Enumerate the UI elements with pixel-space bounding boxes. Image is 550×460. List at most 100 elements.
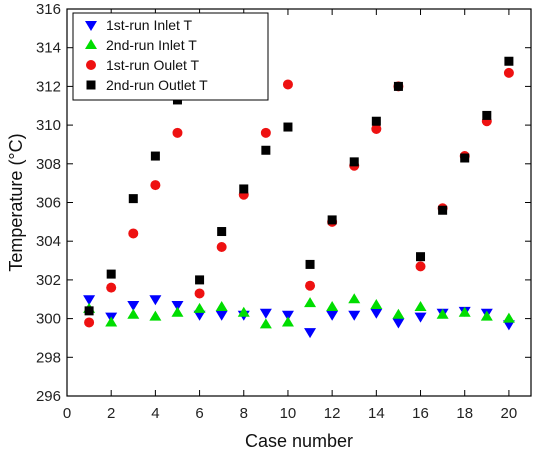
data-point bbox=[326, 310, 339, 321]
data-point bbox=[304, 297, 317, 308]
data-point bbox=[84, 317, 95, 328]
y-axis-title: Temperature (°C) bbox=[6, 133, 26, 271]
data-point bbox=[128, 228, 139, 239]
legend-label-1: 1st-run Inlet T bbox=[106, 17, 193, 33]
data-point bbox=[305, 259, 315, 269]
data-point bbox=[259, 318, 272, 329]
data-point bbox=[371, 116, 381, 126]
data-point bbox=[370, 308, 383, 319]
data-point bbox=[83, 295, 96, 306]
data-point bbox=[504, 56, 514, 66]
data-point bbox=[305, 280, 316, 291]
data-point bbox=[502, 312, 515, 323]
data-point bbox=[326, 300, 339, 311]
data-point bbox=[503, 67, 514, 78]
y-tick-label: 316 bbox=[36, 1, 61, 18]
data-point bbox=[127, 301, 140, 312]
x-tick-label: 18 bbox=[456, 405, 473, 422]
x-tick-label: 8 bbox=[240, 405, 248, 422]
data-point bbox=[416, 252, 426, 262]
legend-label-2: 2nd-run Inlet T bbox=[106, 37, 197, 53]
data-point bbox=[215, 310, 228, 321]
data-point bbox=[193, 310, 206, 321]
data-point bbox=[392, 318, 405, 329]
data-point bbox=[150, 180, 161, 191]
y-tick-label: 306 bbox=[36, 195, 61, 212]
data-point bbox=[414, 300, 427, 311]
data-point bbox=[149, 310, 162, 321]
data-point bbox=[371, 123, 382, 134]
y-tick-label: 304 bbox=[36, 233, 61, 250]
data-point bbox=[194, 288, 205, 299]
x-axis-title: Case number bbox=[245, 431, 353, 451]
legend-marker-2 bbox=[85, 39, 97, 49]
data-point bbox=[327, 215, 337, 225]
legend-entry-3: 1st-run Oulet T bbox=[86, 57, 200, 73]
data-point bbox=[349, 157, 359, 167]
data-point bbox=[216, 242, 227, 253]
data-point bbox=[260, 127, 271, 138]
data-point bbox=[370, 299, 383, 310]
data-point bbox=[281, 310, 294, 321]
data-point bbox=[480, 310, 493, 321]
legend-label-4: 2nd-run Outlet T bbox=[106, 77, 208, 93]
data-point bbox=[172, 127, 183, 138]
data-point bbox=[106, 269, 116, 279]
data-point bbox=[171, 301, 184, 312]
legend-marker bbox=[86, 60, 96, 70]
legend-label-3: 1st-run Oulet T bbox=[106, 57, 200, 73]
data-point bbox=[106, 282, 117, 293]
data-point bbox=[502, 320, 515, 331]
legend-marker bbox=[86, 80, 96, 90]
x-tick-label: 12 bbox=[324, 405, 341, 422]
y-axis-ticks: 296 298 300 302 304 306 308 310 312 314 316 bbox=[36, 1, 531, 405]
data-point bbox=[105, 316, 118, 327]
y-tick-label: 308 bbox=[36, 156, 61, 173]
legend-box bbox=[72, 12, 269, 101]
data-point bbox=[193, 302, 206, 313]
data-point bbox=[348, 293, 361, 304]
data-point bbox=[438, 205, 448, 215]
series-3 bbox=[84, 67, 514, 328]
y-tick-label: 314 bbox=[36, 40, 61, 57]
x-tick-label: 20 bbox=[501, 405, 518, 422]
y-tick-label: 298 bbox=[36, 349, 61, 366]
data-point bbox=[84, 306, 94, 316]
legend-entry-1: 1st-run Inlet T bbox=[85, 17, 193, 33]
data-point bbox=[195, 275, 205, 285]
legend-entry-4: 2nd-run Outlet T bbox=[86, 77, 208, 93]
x-tick-label: 4 bbox=[151, 405, 159, 422]
x-tick-label: 6 bbox=[195, 405, 203, 422]
series-1 bbox=[83, 295, 515, 339]
data-point bbox=[436, 308, 449, 319]
data-point bbox=[215, 300, 228, 311]
data-point bbox=[281, 316, 294, 327]
data-point bbox=[128, 194, 138, 204]
data-points bbox=[83, 56, 515, 339]
data-point bbox=[259, 308, 272, 319]
data-point bbox=[149, 295, 162, 306]
data-point bbox=[458, 306, 471, 317]
x-tick-label: 10 bbox=[280, 405, 297, 422]
y-tick-label: 302 bbox=[36, 272, 61, 289]
x-tick-label: 2 bbox=[107, 405, 115, 422]
series-2 bbox=[83, 293, 515, 329]
series-4 bbox=[84, 56, 514, 316]
legend: 1st-run Inlet T 2nd-run Inlet T 1st-run … bbox=[72, 12, 269, 101]
data-point bbox=[127, 308, 140, 319]
data-point bbox=[239, 184, 249, 194]
y-tick-label: 296 bbox=[36, 388, 61, 405]
data-point bbox=[283, 122, 293, 132]
legend-marker bbox=[85, 21, 97, 31]
legend-entry-2: 2nd-run Inlet T bbox=[85, 37, 197, 53]
data-point bbox=[304, 328, 317, 339]
data-point bbox=[217, 227, 227, 237]
legend-marker-4 bbox=[86, 80, 96, 90]
x-tick-label: 0 bbox=[63, 405, 71, 422]
data-point bbox=[171, 306, 184, 317]
data-point bbox=[150, 151, 160, 161]
legend-marker-3 bbox=[86, 60, 96, 70]
x-tick-label: 16 bbox=[412, 405, 429, 422]
data-point bbox=[282, 79, 293, 90]
